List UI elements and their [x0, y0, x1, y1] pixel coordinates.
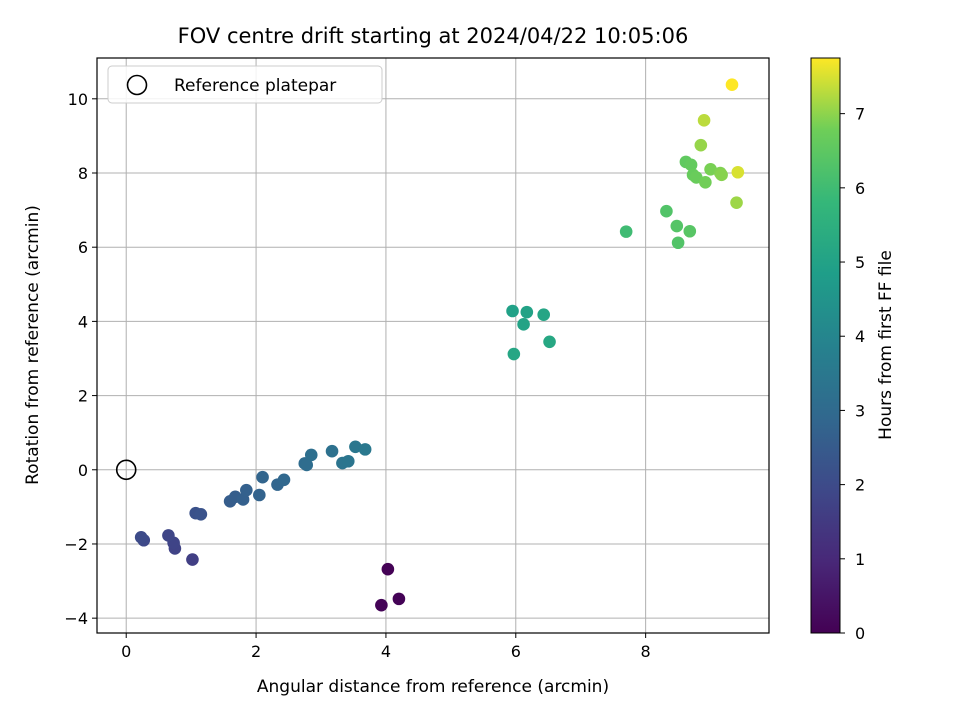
chart-title: FOV centre drift starting at 2024/04/22 … — [178, 24, 689, 48]
y-tick-label: 8 — [78, 164, 88, 183]
y-tick-label: 2 — [78, 387, 88, 406]
data-point — [660, 204, 673, 218]
data-point — [304, 448, 318, 462]
colorbar-tick-label: 5 — [855, 253, 865, 272]
data-point — [341, 454, 355, 468]
data-points — [134, 78, 745, 612]
y-axis-label: Rotation from reference (arcmin) — [23, 205, 43, 485]
data-point — [392, 592, 406, 606]
colorbar-tick-label: 0 — [855, 624, 865, 643]
data-point — [543, 335, 556, 349]
x-tick-label: 8 — [641, 642, 651, 661]
x-tick-label: 4 — [381, 642, 391, 661]
colorbar-tick-label: 4 — [855, 327, 865, 346]
y-tick-label: 0 — [78, 461, 88, 480]
data-point — [349, 440, 362, 454]
legend-box — [107, 65, 383, 104]
data-point — [670, 219, 684, 233]
data-point — [517, 318, 530, 331]
data-point — [256, 470, 269, 484]
data-point — [375, 598, 388, 612]
data-point — [240, 483, 253, 497]
data-point — [381, 562, 395, 576]
y-tick-label: 4 — [78, 312, 88, 331]
x-tick-label: 6 — [511, 642, 521, 661]
colorbar: 0 1 2 3 4 5 6 7 Hours from first FF file — [810, 57, 896, 643]
y-axis-ticks: −4 −2 0 2 4 6 8 10 — [64, 90, 97, 628]
colorbar-tick-label: 1 — [855, 550, 865, 569]
legend-label: Reference platepar — [174, 76, 336, 96]
legend: Reference platepar — [107, 65, 383, 104]
data-point — [684, 158, 698, 172]
data-point — [730, 196, 743, 209]
data-point — [134, 530, 148, 544]
data-point — [358, 443, 372, 456]
reference-platepar-marker — [115, 459, 137, 481]
colorbar-ticks: 0 1 2 3 4 5 6 7 — [840, 105, 865, 643]
data-point — [507, 347, 521, 361]
data-point — [704, 162, 717, 176]
y-tick-label: 10 — [68, 90, 88, 109]
colorbar-label: Hours from first FF file — [876, 250, 896, 440]
legend-marker — [126, 74, 148, 96]
data-point — [619, 225, 633, 238]
data-point — [194, 507, 208, 521]
grid — [97, 58, 769, 633]
y-tick-label: 6 — [78, 238, 88, 257]
data-point — [699, 175, 712, 189]
data-point — [694, 138, 708, 152]
data-point — [300, 458, 314, 472]
data-point — [715, 168, 728, 182]
x-tick-label: 0 — [121, 642, 131, 661]
x-axis-label: Angular distance from reference (arcmin) — [257, 677, 609, 697]
y-tick-label: −4 — [64, 609, 88, 628]
data-point — [506, 304, 519, 318]
colorbar-tick-label: 3 — [855, 401, 865, 420]
data-point — [731, 165, 745, 179]
data-point — [520, 305, 534, 319]
data-point — [325, 444, 339, 458]
data-point — [683, 224, 697, 238]
data-point — [671, 236, 685, 250]
plot-frame — [96, 57, 770, 634]
data-point — [277, 473, 291, 487]
data-point — [186, 553, 199, 566]
x-tick-label: 2 — [251, 642, 261, 661]
data-point — [697, 114, 711, 127]
y-tick-label: −2 — [64, 535, 88, 554]
colorbar-tick-label: 6 — [855, 179, 865, 198]
data-point — [253, 488, 266, 502]
colorbar-tick-label: 7 — [855, 105, 865, 124]
data-point — [537, 308, 551, 322]
colorbar-tick-label: 2 — [855, 476, 865, 495]
data-point — [725, 78, 739, 92]
colorbar-gradient — [810, 57, 841, 634]
data-point — [162, 529, 175, 542]
x-axis-ticks: 0 2 4 6 8 — [121, 633, 651, 661]
